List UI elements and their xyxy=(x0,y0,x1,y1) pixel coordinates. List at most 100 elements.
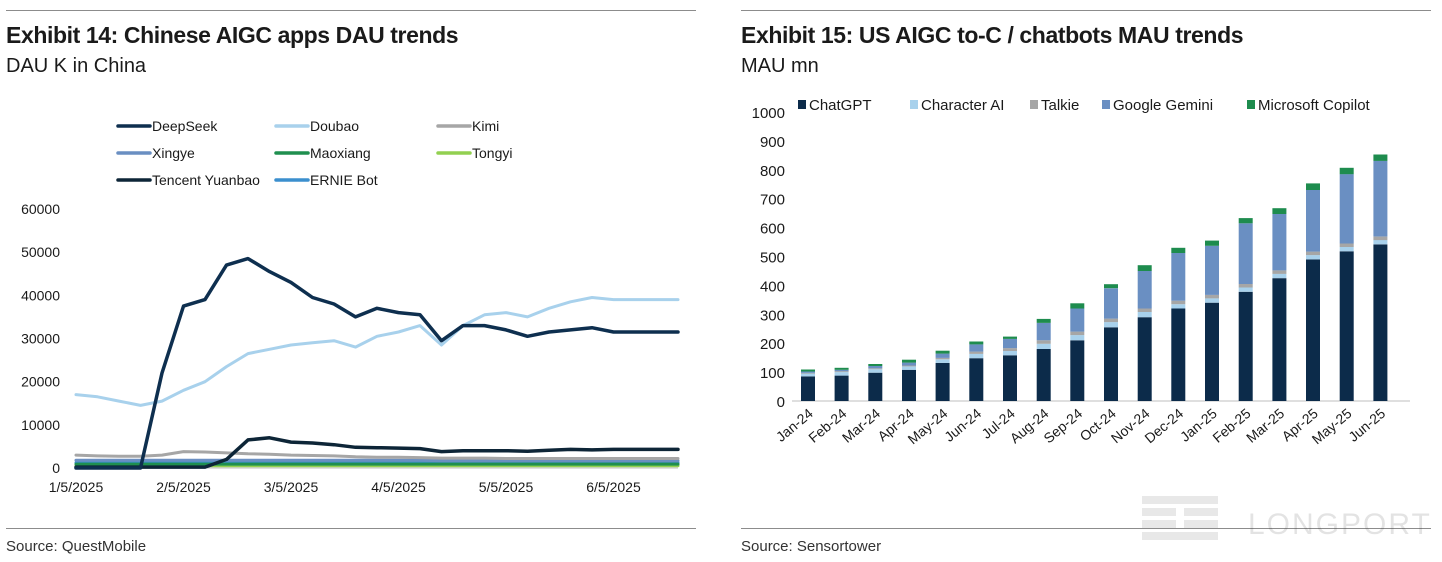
bar-segment-microsoft-copilot xyxy=(1070,303,1085,309)
legend-label: Tencent Yuanbao xyxy=(152,172,260,188)
bar-segment-talkie xyxy=(1205,294,1219,299)
y-tick-label: 600 xyxy=(760,221,785,238)
bar-segment-talkie xyxy=(1104,318,1118,323)
y-tick-label: 800 xyxy=(760,163,785,180)
bar-segment-microsoft-copilot xyxy=(969,341,984,345)
bar-segment-microsoft-copilot xyxy=(1036,318,1051,323)
series-line-doubao xyxy=(74,296,680,407)
bar-segment-google-gemini xyxy=(1003,338,1017,349)
bar-segment-microsoft-copilot xyxy=(1171,247,1186,253)
bar-segment-chatgpt xyxy=(935,362,950,401)
x-tick-label: 3/5/2025 xyxy=(264,479,319,495)
dau-line-chart: 0 10000 20000 30000 40000 50000 60000 1/5/2025 2… xyxy=(21,118,680,495)
bar-segment-character-ai xyxy=(868,369,883,373)
bottom-rule xyxy=(741,528,1431,529)
bar-segment-character-ai xyxy=(1339,247,1354,252)
bar-segment-talkie xyxy=(935,357,950,360)
legend-label: Xingye xyxy=(152,145,195,161)
bar-segment-character-ai xyxy=(1036,343,1051,349)
x-tick-label: 6/5/2025 xyxy=(586,479,641,495)
legend-label: Maoxiang xyxy=(310,145,371,161)
bar-segment-chatgpt xyxy=(1003,355,1017,401)
bar-segment-character-ai xyxy=(902,366,916,370)
bar-segment-chatgpt xyxy=(1205,302,1219,401)
bar-segment-character-ai xyxy=(1171,304,1186,309)
legend-label: Tongyi xyxy=(472,145,512,161)
bar-segment-microsoft-copilot xyxy=(902,359,916,363)
legend-label: ChatGPT xyxy=(809,97,872,114)
chart-subtitle: MAU mn xyxy=(741,55,819,77)
chart-title: Exhibit 15: US AIGC to-C / chatbots MAU … xyxy=(741,22,1244,48)
source-note: Source: Sensortower xyxy=(741,538,882,555)
bar-segment-google-gemini xyxy=(868,366,883,369)
bar-segment-chatgpt xyxy=(1272,278,1287,401)
bar-segment-talkie xyxy=(1070,331,1085,336)
y-tick-label: 0 xyxy=(777,394,785,411)
bar-segment-microsoft-copilot xyxy=(801,369,815,372)
legend-label: Microsoft Copilot xyxy=(1258,97,1371,114)
legend-swatch xyxy=(910,100,918,109)
y-tick-label: 50000 xyxy=(21,244,60,260)
bar-segment-google-gemini xyxy=(1171,253,1186,301)
bar-segment-chatgpt xyxy=(1339,251,1354,401)
x-tick-label: 1/5/2025 xyxy=(49,479,104,495)
y-tick-label: 700 xyxy=(760,192,785,209)
bar-segment-character-ai xyxy=(1003,351,1017,356)
chart-title: Exhibit 14: Chinese AIGC apps DAU trends xyxy=(6,22,459,48)
bar-segment-talkie xyxy=(1306,251,1320,256)
x-tick-label: Sep-24 xyxy=(1040,405,1085,446)
series-line-kimi xyxy=(74,450,680,460)
y-tick-label: 200 xyxy=(760,336,785,353)
bar-segment-talkie xyxy=(1339,243,1354,247)
x-tick-label: 5/5/2025 xyxy=(479,479,534,495)
bar-segment-microsoft-copilot xyxy=(1205,240,1219,246)
exhibit-14-panel: Exhibit 14: Chinese AIGC apps DAU trends… xyxy=(6,0,696,562)
y-tick-label: 1000 xyxy=(752,105,785,122)
x-tick-label: Jun-24 xyxy=(941,405,984,445)
y-tick-label: 500 xyxy=(760,250,785,267)
x-tick-label: 4/5/2025 xyxy=(371,479,426,495)
y-tick-label: 60000 xyxy=(21,201,60,217)
bar-segment-google-gemini xyxy=(1306,190,1320,252)
x-tick-label: Dec-24 xyxy=(1141,405,1186,446)
bar-segment-character-ai xyxy=(1373,240,1388,245)
legend-swatch xyxy=(798,100,806,109)
bar-segment-google-gemini xyxy=(1238,223,1253,284)
legend-swatch xyxy=(1030,100,1038,109)
legend-label: Kimi xyxy=(472,118,499,134)
bar-segment-chatgpt xyxy=(1171,308,1186,401)
legend-label: Talkie xyxy=(1041,97,1079,114)
bar-segment-talkie xyxy=(902,365,916,367)
bar-segment-google-gemini xyxy=(902,362,916,366)
watermark-text: LONGPORT xyxy=(1248,508,1432,541)
bar-segment-microsoft-copilot xyxy=(1003,336,1017,339)
top-rule xyxy=(6,10,696,11)
bar-segment-chatgpt xyxy=(1104,327,1118,401)
bar-segment-microsoft-copilot xyxy=(1272,208,1287,214)
bar-segment-talkie xyxy=(1272,270,1287,274)
bar-segment-talkie xyxy=(1171,300,1186,305)
bar-segment-google-gemini xyxy=(834,369,849,372)
bar-segment-google-gemini xyxy=(801,371,815,373)
bar-segment-chatgpt xyxy=(1070,340,1085,401)
bar-segment-character-ai xyxy=(1104,322,1118,328)
bar-segment-chatgpt xyxy=(868,372,883,401)
bar-segment-google-gemini xyxy=(1104,288,1118,319)
bottom-rule xyxy=(6,528,696,529)
y-tick-label: 400 xyxy=(760,278,785,295)
longport-watermark: LONGPORT xyxy=(1136,490,1436,550)
bar-segment-microsoft-copilot xyxy=(935,350,950,354)
bar-segment-character-ai xyxy=(801,373,815,377)
y-tick-label: 0 xyxy=(52,460,60,476)
bar-segment-microsoft-copilot xyxy=(1306,183,1320,190)
x-tick-label: Jun-25 xyxy=(1345,405,1388,445)
mau-stacked-bar-chart: 01002003004005006007008009001000Jan-24Fe… xyxy=(752,97,1410,447)
bar-segment-microsoft-copilot xyxy=(1339,167,1354,175)
chart-subtitle: DAU K in China xyxy=(6,55,147,77)
bar-segment-microsoft-copilot xyxy=(1238,218,1253,224)
bar-segment-character-ai xyxy=(1070,335,1085,341)
longport-logo-icon xyxy=(1142,496,1218,540)
bar-segment-microsoft-copilot xyxy=(868,364,883,366)
legend-swatch xyxy=(1247,100,1255,109)
bar-segment-character-ai xyxy=(1238,287,1253,292)
